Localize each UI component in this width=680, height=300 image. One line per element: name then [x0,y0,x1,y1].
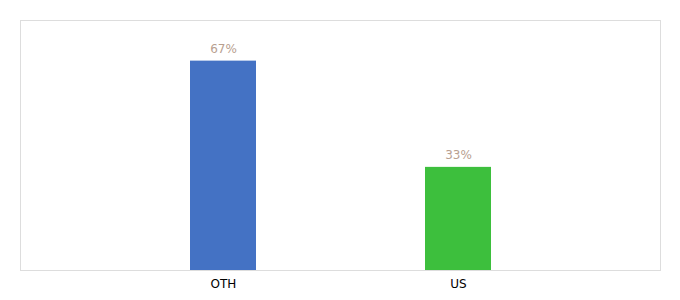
svg-text:67%: 67% [210,42,237,56]
svg-text:OTH: OTH [211,277,237,291]
svg-text:33%: 33% [445,148,472,162]
svg-text:US: US [450,277,466,291]
